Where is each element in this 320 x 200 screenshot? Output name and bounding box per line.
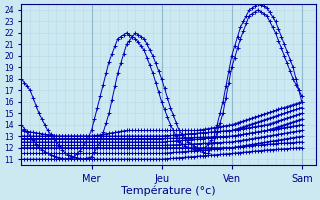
X-axis label: Température (°c): Température (°c) — [121, 185, 216, 196]
